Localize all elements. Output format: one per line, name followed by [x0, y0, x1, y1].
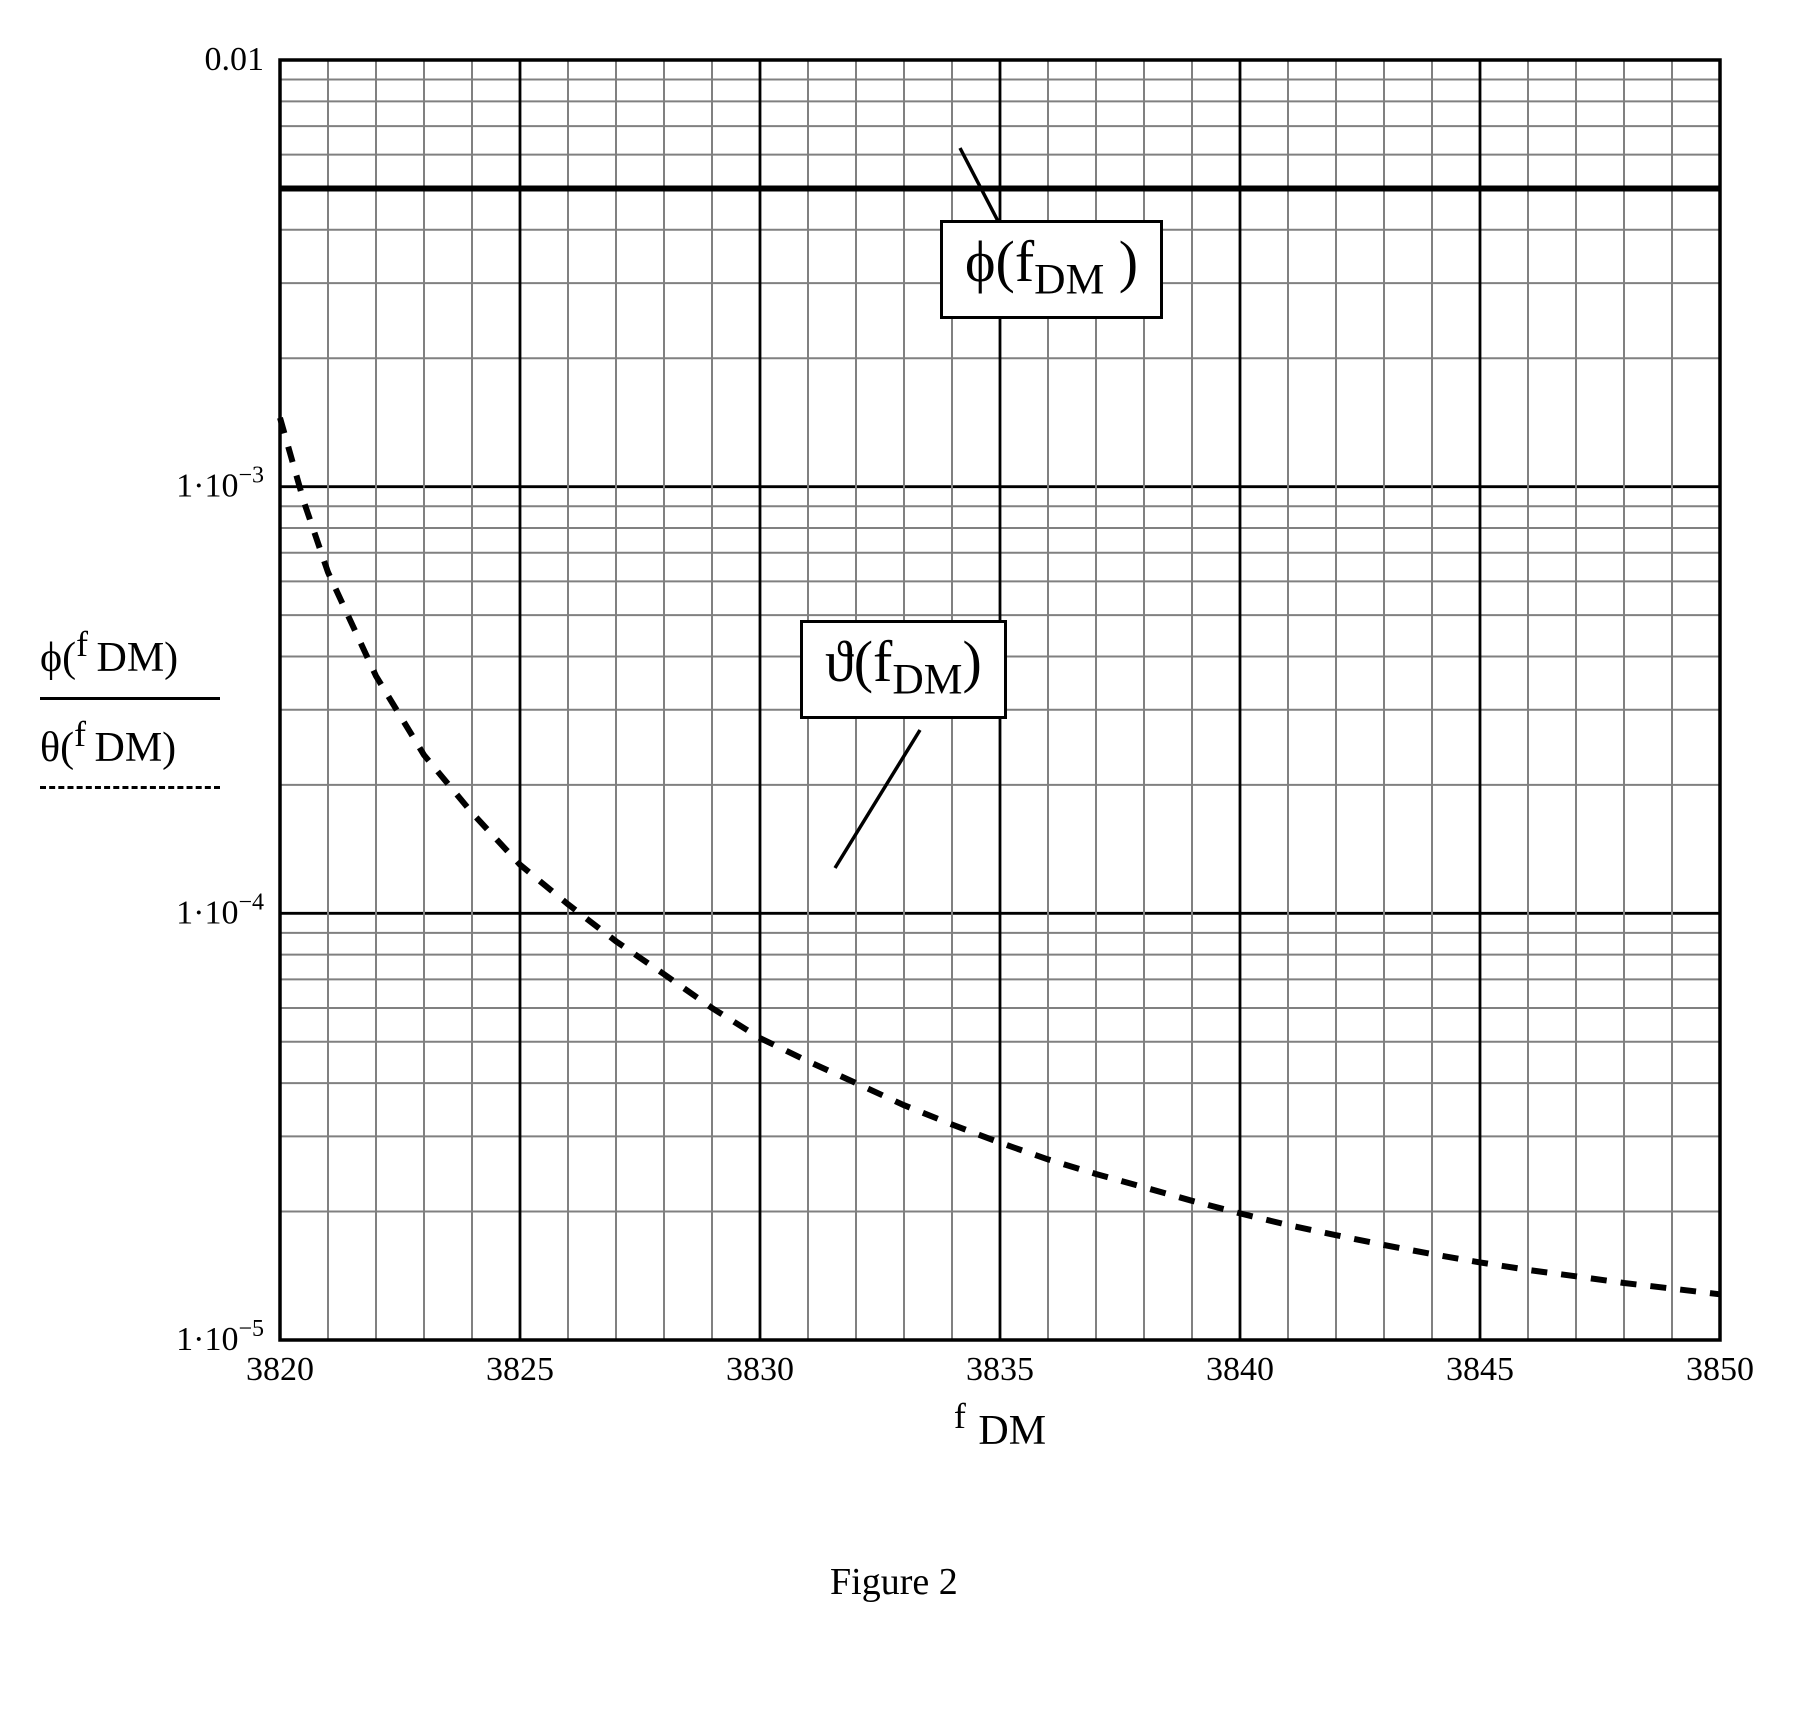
y-axis-label-theta: θ(f DM)	[40, 710, 220, 790]
x-tick-label: 3820	[246, 1351, 314, 1388]
annotation-theta-box: ϑ(fDM)	[800, 620, 1007, 719]
x-tick-label: 3840	[1206, 1351, 1274, 1388]
figure-caption: Figure 2	[830, 1560, 958, 1604]
y-axis-label: ϕ(f DM) θ(f DM)	[40, 620, 220, 789]
x-tick-label: 3845	[1446, 1351, 1514, 1388]
annotation-phi-box: ϕ(fDM )	[940, 220, 1163, 319]
y-axis-label-phi: ϕ(f DM)	[40, 620, 220, 700]
x-tick-label: 3850	[1686, 1351, 1754, 1388]
x-tick-label: 3825	[486, 1351, 554, 1388]
y-tick-label: 0.01	[205, 41, 265, 78]
x-tick-label: 3830	[726, 1351, 794, 1388]
x-tick-label: 3835	[966, 1351, 1034, 1388]
chart-svg: 38203825383038353840384538501·10−51·10−4…	[0, 0, 1812, 1500]
x-axis-label: f DM	[954, 1396, 1046, 1454]
y-tick-label: 1·10−4	[176, 889, 264, 931]
y-tick-label: 1·10−3	[176, 463, 264, 505]
